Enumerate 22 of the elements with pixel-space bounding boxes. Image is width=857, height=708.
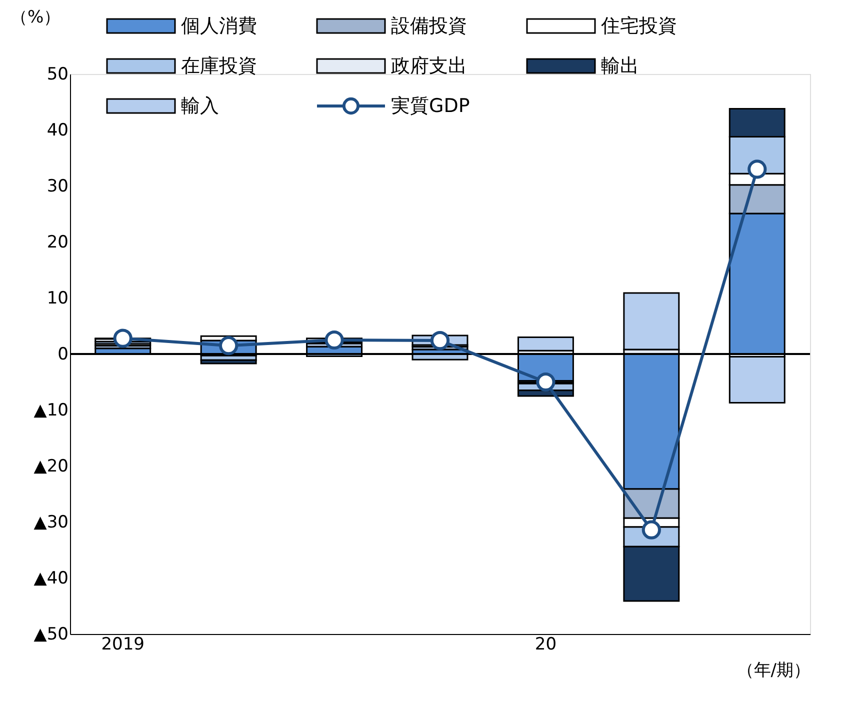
- x-axis-title: （年/期）: [736, 660, 810, 680]
- y-tick-label: 50: [46, 64, 68, 84]
- y-tick-label: 20: [46, 232, 68, 252]
- y-tick-label: ▲40: [34, 568, 68, 588]
- y-tick-label: 30: [46, 176, 68, 196]
- legend-label: 在庫投資: [181, 55, 257, 77]
- legend-label: 個人消費: [181, 15, 257, 37]
- y-tick-label: ▲10: [34, 400, 68, 420]
- y-tick-label: 40: [46, 120, 68, 140]
- legend-label: 実質GDP: [391, 95, 470, 117]
- y-axis-title: （%）: [10, 8, 61, 28]
- legend-label: 設備投資: [391, 15, 467, 37]
- legend-label: 政府支出: [391, 55, 467, 77]
- y-tick-label: 10: [46, 288, 68, 308]
- y-tick-label: ▲30: [34, 512, 68, 532]
- y-tick-label: 0: [58, 344, 68, 364]
- legend-label: 輸入: [181, 95, 219, 117]
- x-tick-label: 2019: [101, 634, 144, 654]
- y-tick-label: ▲50: [34, 624, 68, 644]
- legend-label: 輸出: [601, 55, 639, 77]
- legend-label: 住宅投資: [600, 15, 677, 37]
- y-tick-label: ▲20: [34, 456, 68, 476]
